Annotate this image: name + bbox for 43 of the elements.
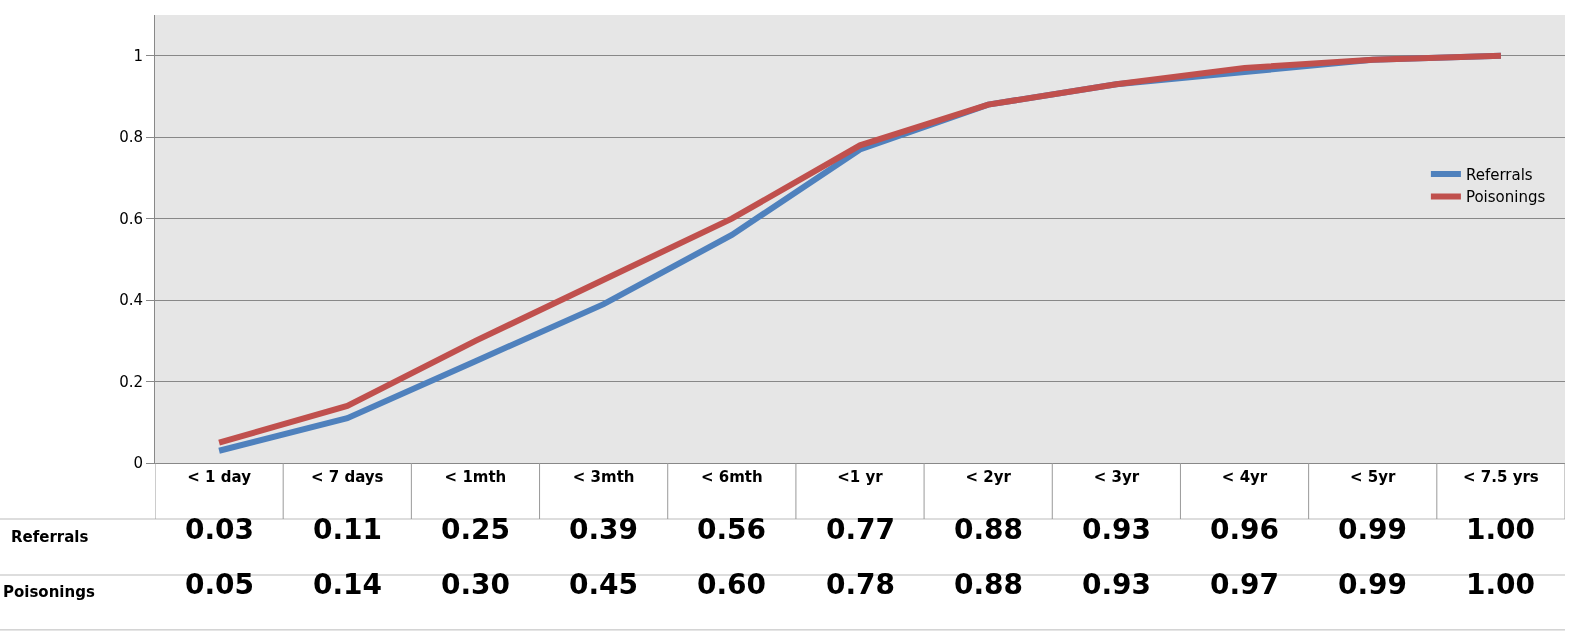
data-label: 0.05 — [185, 568, 255, 601]
data-label: 0.96 — [1210, 513, 1280, 546]
y-tick-label: 0.4 — [119, 291, 143, 310]
x-tick-label: < 7 days — [310, 468, 384, 486]
legend-label: Poisonings — [1465, 188, 1546, 207]
x-tick-label: <1 yr — [837, 468, 884, 486]
data-label: 0.56 — [697, 513, 767, 546]
x-tick-label: < 2yr — [965, 468, 1012, 486]
data-label: 0.39 — [569, 513, 639, 546]
y-tick-label: 0.2 — [119, 372, 143, 391]
x-tick-label: < 3yr — [1093, 468, 1140, 486]
x-tick-label: < 1mth — [444, 468, 507, 486]
data-label: 1.00 — [1466, 513, 1536, 546]
data-label: 0.78 — [826, 568, 896, 601]
y-tick-label: 1 — [133, 46, 143, 65]
x-tick-label: < 6mth — [700, 468, 763, 486]
data-label: 0.88 — [954, 513, 1024, 546]
data-label: 0.03 — [185, 513, 255, 546]
x-tick-label: < 1 day — [187, 468, 252, 486]
legend-label: Referrals — [1465, 165, 1533, 184]
data-label: 0.93 — [1082, 513, 1152, 546]
x-tick-label: < 4yr — [1221, 468, 1268, 486]
data-label: 0.60 — [697, 568, 767, 601]
x-tick-label: < 5yr — [1350, 468, 1397, 486]
data-label: 0.99 — [1338, 568, 1408, 601]
y-tick-label: 0.8 — [119, 128, 143, 147]
x-tick-label: < 3mth — [572, 468, 635, 486]
data-label: 0.99 — [1338, 513, 1408, 546]
y-tick-label: 0 — [133, 454, 143, 473]
data-label: 0.14 — [313, 568, 383, 601]
data-label: 0.93 — [1082, 568, 1152, 601]
text: Poisonings — [3, 583, 95, 601]
data-label: 0.30 — [441, 568, 511, 601]
data-label: 0.88 — [954, 568, 1024, 601]
data-label: 0.25 — [441, 513, 511, 546]
text: Referrals — [11, 528, 89, 546]
data-label: 0.77 — [826, 513, 896, 546]
y-tick-label: 0.6 — [119, 209, 143, 228]
data-label: 0.11 — [313, 513, 383, 546]
data-label: 0.45 — [569, 568, 639, 601]
x-tick-label: < 7.5 yrs — [1463, 468, 1539, 486]
data-label: 0.97 — [1210, 568, 1280, 601]
data-label: 1.00 — [1466, 568, 1536, 601]
